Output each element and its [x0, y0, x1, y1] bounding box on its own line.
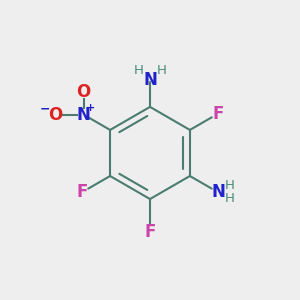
Text: H: H: [156, 64, 166, 77]
Text: N: N: [77, 106, 91, 124]
Text: F: F: [144, 223, 156, 241]
Text: H: H: [134, 64, 144, 77]
Text: F: F: [212, 105, 224, 123]
Text: F: F: [76, 183, 88, 201]
Text: H: H: [225, 192, 234, 206]
Text: N: N: [143, 71, 157, 89]
Text: −: −: [40, 103, 50, 116]
Text: O: O: [48, 106, 62, 124]
Text: +: +: [85, 103, 95, 113]
Text: H: H: [225, 179, 234, 192]
Text: O: O: [76, 83, 91, 101]
Text: N: N: [211, 183, 225, 201]
